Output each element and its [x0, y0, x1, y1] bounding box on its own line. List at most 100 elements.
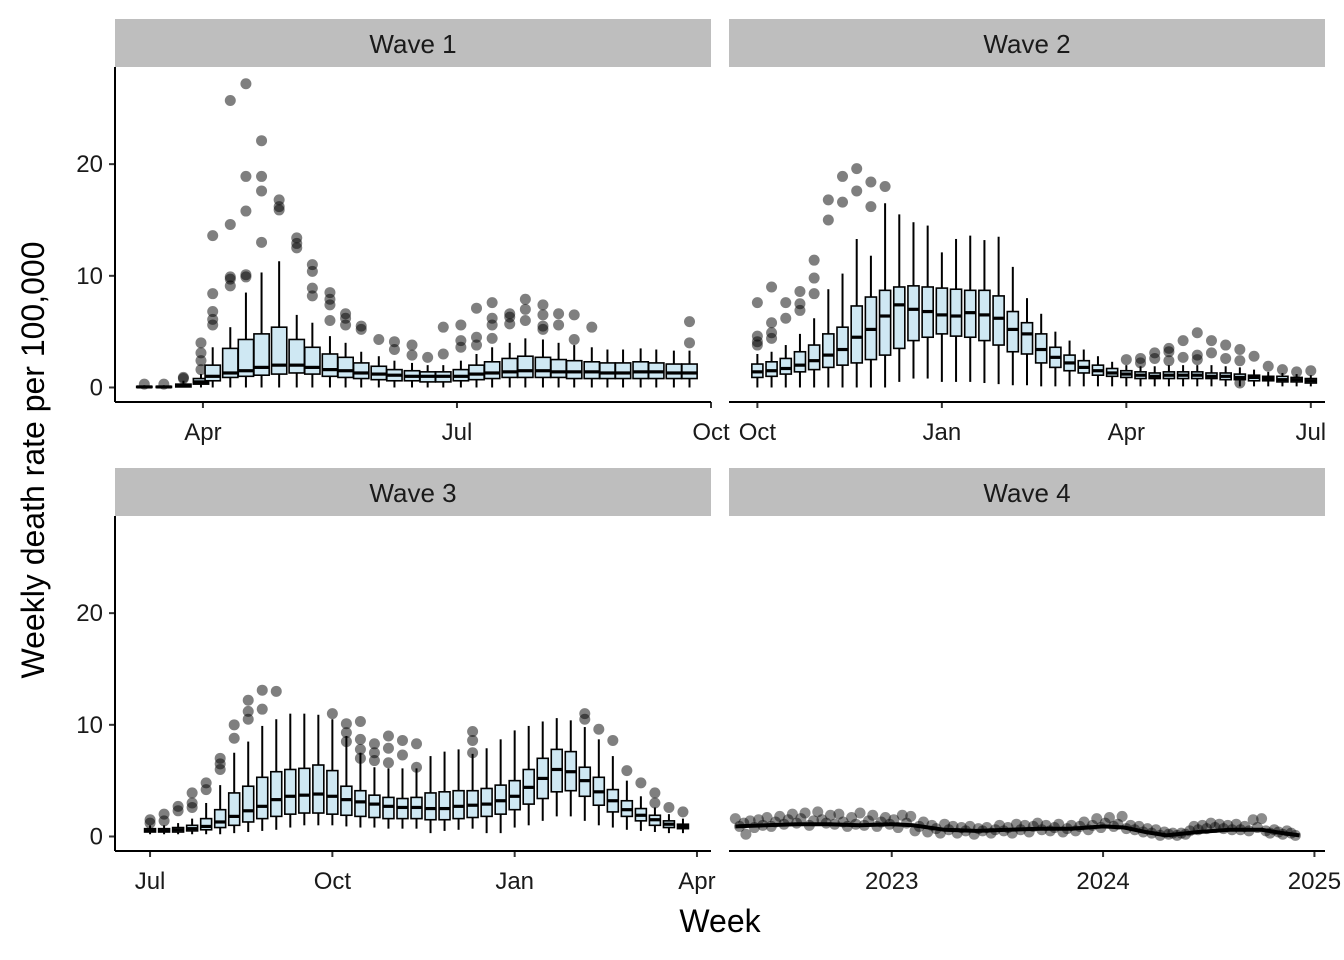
- outlier-point: [1262, 360, 1274, 372]
- box-group: [662, 801, 676, 834]
- box-iqr: [321, 353, 339, 378]
- box-group: [434, 321, 452, 388]
- outlier-point: [306, 290, 318, 302]
- outlier-point: [1234, 377, 1246, 389]
- outlier-point: [486, 312, 498, 324]
- box-group: [620, 765, 634, 830]
- outlier-point: [649, 787, 661, 799]
- box-group: [368, 738, 381, 828]
- box-group: [550, 308, 568, 388]
- box-group: [1205, 335, 1218, 387]
- outlier-point: [422, 351, 434, 363]
- outlier-point: [663, 801, 675, 813]
- outlier-point: [186, 797, 198, 809]
- scatter-point: [774, 810, 786, 822]
- box-iqr: [534, 356, 552, 379]
- box-iqr: [255, 776, 269, 820]
- outlier-point: [751, 297, 763, 309]
- box-iqr: [270, 770, 283, 818]
- outlier-point: [138, 378, 150, 390]
- outlier-point: [751, 330, 763, 342]
- panel-marks: [751, 163, 1318, 389]
- x-tick-label: 2023: [865, 868, 918, 895]
- outlier-point: [340, 718, 352, 730]
- box-group: [298, 713, 311, 826]
- outlier-point: [794, 285, 806, 297]
- box-iqr: [565, 359, 583, 380]
- box-group: [255, 684, 269, 831]
- box-group: [536, 721, 549, 821]
- outlier-point: [388, 344, 400, 356]
- box-group: [634, 777, 648, 831]
- outlier-point: [649, 797, 661, 809]
- outlier-point: [780, 297, 792, 309]
- box-group: [578, 708, 592, 821]
- box-group: [681, 316, 698, 388]
- outlier-point: [879, 180, 891, 192]
- scatter-point: [812, 806, 824, 818]
- x-axis-ticks: Apr Jul Oct: [184, 402, 730, 446]
- box-iqr: [298, 767, 311, 814]
- box-group: [352, 320, 370, 388]
- outlier-point: [766, 317, 778, 329]
- box-group: [992, 236, 1005, 385]
- box-group: [241, 694, 255, 833]
- box-iqr: [354, 789, 367, 818]
- outlier-point: [1135, 352, 1147, 364]
- outlier-point: [1177, 335, 1189, 347]
- outlier-point: [1205, 347, 1217, 359]
- outlier-point: [808, 288, 820, 300]
- box-group: [1176, 335, 1190, 387]
- box-group: [227, 719, 241, 834]
- outlier-point: [224, 218, 236, 230]
- scatter-point: [1091, 813, 1103, 825]
- outlier-point: [1177, 351, 1189, 363]
- box-iqr: [270, 326, 288, 375]
- outlier-point: [865, 176, 877, 188]
- outlier-point: [593, 723, 605, 735]
- scatter-point: [1256, 813, 1268, 825]
- outlier-point: [256, 135, 268, 147]
- outlier-point: [519, 314, 531, 326]
- outlier-point: [355, 320, 367, 332]
- x-tick-label: Oct: [739, 419, 777, 446]
- x-tick-label: Jul: [1295, 419, 1326, 446]
- box-iqr: [312, 764, 325, 814]
- box-group: [1190, 327, 1204, 387]
- box-iqr: [368, 794, 381, 819]
- box-iqr: [480, 787, 493, 818]
- box-iqr: [1006, 310, 1020, 353]
- outlier-point: [240, 170, 252, 182]
- outlier-point: [851, 185, 863, 197]
- panel-wave-3: Wave 3 0 10 20 Jul Oct Jan Apr: [76, 468, 716, 895]
- outlier-point: [224, 271, 236, 283]
- box-group: [665, 350, 683, 388]
- box-group: [1119, 354, 1133, 387]
- scatter-point: [1230, 818, 1242, 830]
- box-group: [1020, 298, 1034, 386]
- outlier-point: [242, 694, 254, 706]
- box-group: [1049, 331, 1062, 387]
- box-iqr: [836, 326, 849, 366]
- outlier-point: [537, 299, 549, 311]
- facet-strip: [729, 468, 1325, 516]
- box-group: [213, 752, 227, 835]
- outlier-point: [794, 298, 806, 310]
- outlier-point: [382, 742, 394, 754]
- outlier-point: [368, 755, 380, 767]
- box-group: [676, 806, 690, 834]
- box-group: [550, 718, 564, 817]
- box-group: [1233, 344, 1247, 389]
- x-tick-label: Oct: [314, 868, 352, 895]
- box-group: [583, 321, 601, 388]
- box-group: [1247, 350, 1261, 387]
- box-group: [963, 235, 977, 382]
- box-group: [143, 814, 157, 835]
- outlier-point: [437, 321, 449, 333]
- box-group: [1091, 356, 1105, 387]
- outlier-point: [340, 727, 352, 739]
- outlier-point: [256, 703, 268, 715]
- box-group: [508, 730, 521, 828]
- outlier-point: [354, 715, 366, 727]
- outlier-point: [195, 355, 207, 367]
